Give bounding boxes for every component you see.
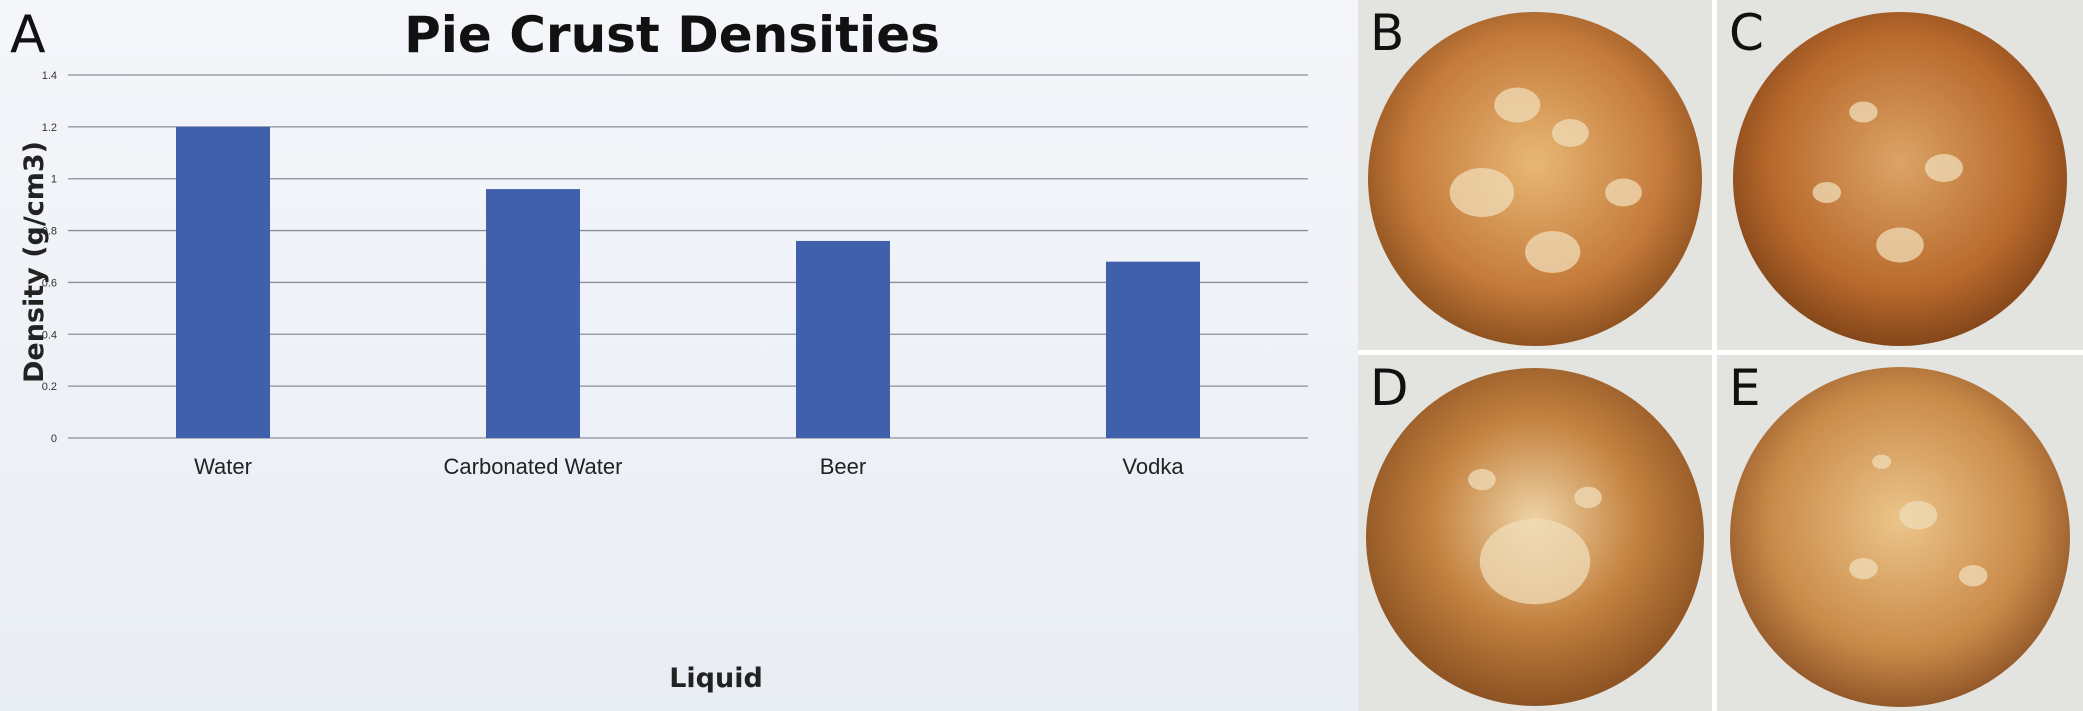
photo-panel-label: E xyxy=(1729,359,1761,417)
air-pocket xyxy=(1812,182,1842,203)
air-pocket xyxy=(1899,500,1938,530)
x-axis-categories: Water Carbonated Water Beer Vodka xyxy=(194,454,1184,479)
y-tick-label: 0.6 xyxy=(42,277,57,289)
chart-panel: A Pie Crust Densities 0 0.2 0.4 0.6 0.8 1 1.2 1… xyxy=(0,0,1358,711)
air-pocket xyxy=(1551,119,1589,147)
chart-title: Pie Crust Densities xyxy=(404,6,940,64)
air-pocket xyxy=(1849,557,1878,580)
y-tick-label: 1.4 xyxy=(42,70,57,82)
y-tick-label: 0.4 xyxy=(42,329,57,341)
y-tick-label: 0.8 xyxy=(42,226,57,238)
y-tick-label: 1 xyxy=(51,174,57,186)
x-category-label: Vodka xyxy=(1122,454,1184,479)
air-pocket xyxy=(1849,101,1878,123)
panel-label-a: A xyxy=(10,5,46,65)
pie-crust xyxy=(1730,367,2070,707)
y-axis-ticks: 0 0.2 0.4 0.6 0.8 1 1.2 1.4 xyxy=(42,70,57,445)
bar xyxy=(176,126,270,438)
photo-grid: B C D E xyxy=(1358,0,2083,711)
air-pocket xyxy=(1525,231,1581,273)
crust-photo: B xyxy=(1358,0,1712,350)
air-pocket xyxy=(1574,486,1602,509)
x-category-label: Beer xyxy=(820,454,866,479)
air-pocket xyxy=(1958,565,1988,587)
pie-crust xyxy=(1733,12,2067,346)
bar-chart: A Pie Crust Densities 0 0.2 0.4 0.6 0.8 1 1.2 1… xyxy=(10,5,1308,694)
x-category-label: Carbonated Water xyxy=(444,454,623,479)
pie-crust xyxy=(1368,12,1702,346)
photo-panel-label: B xyxy=(1370,4,1404,62)
air-pocket xyxy=(1605,178,1642,207)
air-pocket xyxy=(1494,87,1541,123)
air-pocket xyxy=(1479,518,1591,605)
air-pocket xyxy=(1924,154,1963,182)
crust-photo: E xyxy=(1717,355,2083,711)
photo-panel-label: D xyxy=(1370,359,1409,417)
y-tick-label: 1.2 xyxy=(42,122,57,134)
photo-panel-label: C xyxy=(1729,4,1764,62)
air-pocket xyxy=(1468,468,1496,491)
bar xyxy=(796,240,890,438)
air-pocket xyxy=(1449,168,1515,217)
crust-photo: D xyxy=(1358,355,1712,711)
crust-photo: C xyxy=(1717,0,2083,350)
air-pocket xyxy=(1872,454,1892,469)
y-tick-label: 0 xyxy=(51,433,57,445)
bar xyxy=(486,189,580,438)
x-axis-title: Liquid xyxy=(669,663,763,694)
y-tick-label: 0.2 xyxy=(42,381,57,393)
bars xyxy=(176,126,1200,438)
bar xyxy=(1106,261,1200,438)
y-axis-title: Density (g/cm3) xyxy=(19,141,50,383)
air-pocket xyxy=(1876,227,1924,263)
x-category-label: Water xyxy=(194,454,252,479)
gridlines xyxy=(68,74,1308,439)
